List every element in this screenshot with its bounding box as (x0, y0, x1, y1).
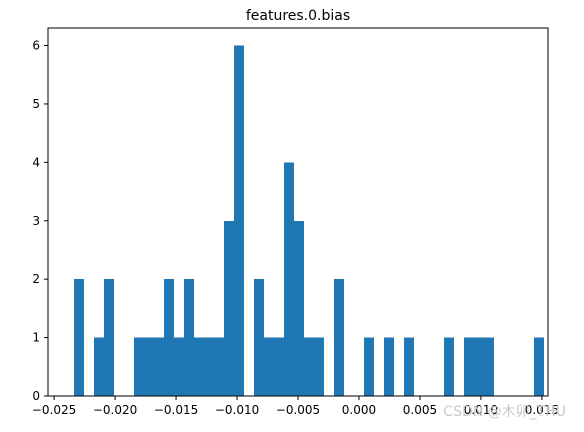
histogram-bar (464, 337, 475, 396)
x-tick-label: 0.005 (403, 403, 437, 417)
x-tick-label: 0.015 (525, 403, 559, 417)
bars-group (74, 45, 545, 397)
histogram-bar (444, 337, 455, 396)
histogram-bar (314, 337, 325, 396)
histogram-bar (404, 337, 415, 396)
x-tick-label: 0.010 (464, 403, 498, 417)
histogram-bar (334, 279, 345, 396)
histogram-bar (294, 220, 305, 396)
histogram-bar (74, 279, 85, 396)
histogram-bar (384, 337, 395, 396)
chart-title: features.0.bias (246, 8, 350, 24)
y-tick-label: 1 (32, 331, 40, 345)
y-tick-label: 0 (32, 389, 40, 403)
y-axis-ticks: 0 1 2 3 4 5 6 (32, 39, 48, 403)
histogram-bar (224, 220, 235, 396)
histogram-bar (144, 337, 155, 396)
plot-frame (47, 27, 549, 397)
histogram-bar (364, 337, 375, 396)
x-tick-label: −0.010 (215, 403, 259, 417)
histogram-bar (234, 45, 245, 397)
x-tick-label: 0.000 (342, 403, 376, 417)
histogram-bar (94, 337, 105, 396)
histogram-bar (254, 279, 265, 396)
histogram-bar (214, 337, 225, 396)
histogram-bar (474, 337, 485, 396)
x-tick-label: −0.005 (276, 403, 320, 417)
histogram-bar (204, 337, 215, 396)
histogram-bar (284, 162, 295, 396)
watermark-text: CSDN @木卯_THU (443, 404, 566, 420)
x-tick-label: −0.020 (93, 403, 137, 417)
histogram-bar (264, 337, 275, 396)
x-tick-label: −0.025 (32, 403, 76, 417)
y-tick-label: 3 (32, 214, 40, 228)
y-tick-label: 6 (32, 39, 40, 53)
histogram-bar (154, 337, 165, 396)
y-tick-label: 5 (32, 97, 40, 111)
y-tick-label: 4 (32, 155, 40, 169)
histogram-bar (104, 279, 115, 396)
histogram-bar (164, 279, 175, 396)
histogram-bar (304, 337, 315, 396)
x-tick-label: −0.015 (154, 403, 198, 417)
histogram-bar (274, 337, 285, 396)
histogram-bar (484, 337, 495, 396)
histogram-bar (184, 279, 195, 396)
histogram-bar (134, 337, 145, 396)
histogram-bar (534, 337, 545, 396)
histogram-bar (194, 337, 205, 396)
x-axis-ticks: −0.025 −0.020 −0.015 −0.010 −0.005 0.000 0.005… (32, 396, 559, 417)
histogram-bar (174, 337, 185, 396)
y-tick-label: 2 (32, 272, 40, 286)
